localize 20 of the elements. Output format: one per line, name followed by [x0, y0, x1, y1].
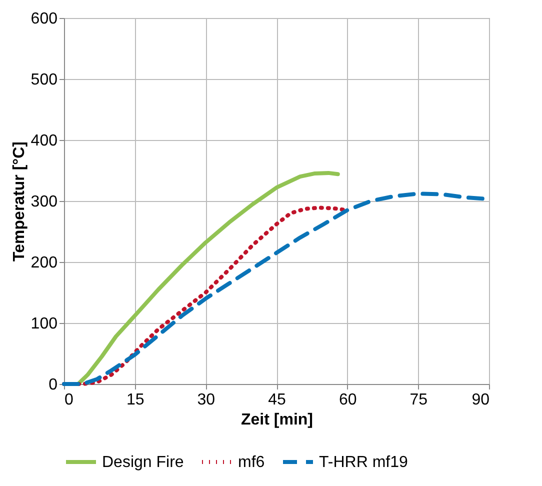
y-tick-label: 400: [30, 132, 58, 150]
x-tick-label: 45: [268, 392, 286, 408]
x-tick-label: 75: [410, 392, 428, 408]
legend-label: mf6: [238, 454, 265, 471]
x-tick-label: 60: [338, 392, 357, 408]
y-tick-label: 100: [30, 316, 58, 332]
x-tick-label: 30: [197, 392, 216, 408]
legend-label: Design Fire: [102, 454, 184, 471]
y-axis-title: Temperatur [°C]: [10, 142, 28, 262]
x-tick-label: 90: [472, 392, 490, 408]
y-tick-label: 200: [30, 254, 58, 272]
y-tick-label: 300: [30, 194, 58, 210]
x-axis-title: Zeit [min]: [241, 412, 313, 428]
y-tick-label: 0: [48, 376, 58, 394]
y-tick-label: 500: [30, 72, 58, 88]
y-tick-label: 600: [30, 10, 58, 28]
x-tick-label: 0: [64, 392, 74, 408]
legend-label: T-HRR mf19: [319, 454, 408, 471]
x-tick-label: 15: [126, 392, 144, 408]
line-series: [76, 170, 340, 386]
